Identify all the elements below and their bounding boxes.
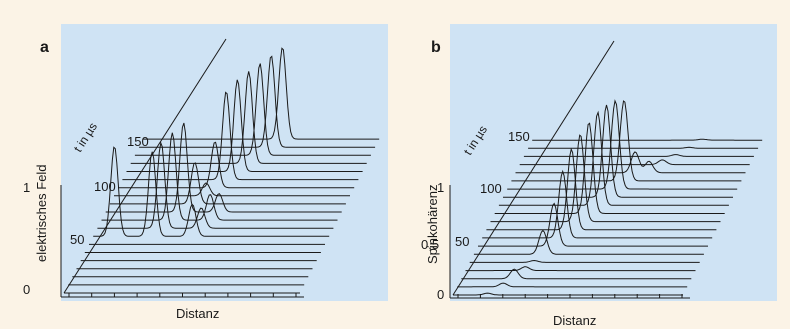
trace-t-80 xyxy=(486,147,717,231)
trace-t-190 xyxy=(143,47,380,140)
trace-t-180 xyxy=(528,146,759,149)
panel-b: b Distanz Spinkohärenz t in µs 0 0,5 1 5… xyxy=(421,24,777,328)
trace-t-60 xyxy=(478,202,708,247)
trace-t-160 xyxy=(130,71,367,164)
trace-t-70 xyxy=(93,146,330,237)
trace-t-120 xyxy=(503,104,733,198)
plot-area-a xyxy=(61,24,388,301)
t-tick-label-a-150: 150 xyxy=(127,134,149,149)
y-axis-label-a: elektrisches Feld xyxy=(34,164,49,262)
trace-t-0 xyxy=(453,292,683,296)
t-tick-label-b-100: 100 xyxy=(480,181,502,196)
time-axis-line xyxy=(452,40,615,296)
t-tick-label-a-100: 100 xyxy=(94,179,116,194)
trace-t-100 xyxy=(105,122,342,213)
trace-t-70 xyxy=(482,169,713,239)
y-tick-label-b-2: 1 xyxy=(437,180,444,195)
trace-t-50 xyxy=(473,229,704,255)
t-tick-label-b-50: 50 xyxy=(455,234,469,249)
time-axis-line xyxy=(63,38,227,294)
panel-a: a Distanz elektrisches Feld t in µs 0 1 … xyxy=(23,24,388,321)
trace-t-130 xyxy=(507,99,738,190)
trace-t-160 xyxy=(519,159,750,166)
trace-t-90 xyxy=(490,134,721,223)
trace-t-80 xyxy=(97,140,334,229)
trace-t-120 xyxy=(114,182,350,197)
t-tick-label-b-150: 150 xyxy=(508,129,530,144)
t-tick-label-a-50: 50 xyxy=(70,232,84,247)
y-tick-label-b-1: 0,5 xyxy=(421,237,439,252)
trace-t-140 xyxy=(122,91,359,181)
trace-t-150 xyxy=(126,79,363,172)
y-tick-label-a-1: 1 xyxy=(23,180,30,195)
trace-t-170 xyxy=(134,63,371,156)
x-axis-label-b: Distanz xyxy=(553,313,596,328)
trace-t-170 xyxy=(523,154,754,157)
trace-t-190 xyxy=(532,138,763,141)
trace-t-30 xyxy=(465,266,696,272)
x-axis-label-a: Distanz xyxy=(176,306,219,321)
trace-t-110 xyxy=(109,162,346,205)
y-tick-label-b-0: 0 xyxy=(437,287,444,302)
plot-area-b xyxy=(450,24,777,301)
panel-label-b: b xyxy=(431,39,441,56)
panel-label-a: a xyxy=(40,39,49,56)
trace-t-90 xyxy=(101,132,338,221)
trace-t-130 xyxy=(118,141,355,189)
trace-t-10 xyxy=(457,282,688,288)
trace-t-140 xyxy=(511,100,742,182)
trace-t-110 xyxy=(498,110,729,206)
y-axis-label-b: Spinkohärenz xyxy=(425,185,440,265)
trace-t-180 xyxy=(139,55,376,148)
trace-t-40 xyxy=(469,259,700,263)
y-tick-label-a-0: 0 xyxy=(23,282,30,297)
trace-t-20 xyxy=(461,268,692,280)
trace-t-100 xyxy=(494,122,725,214)
